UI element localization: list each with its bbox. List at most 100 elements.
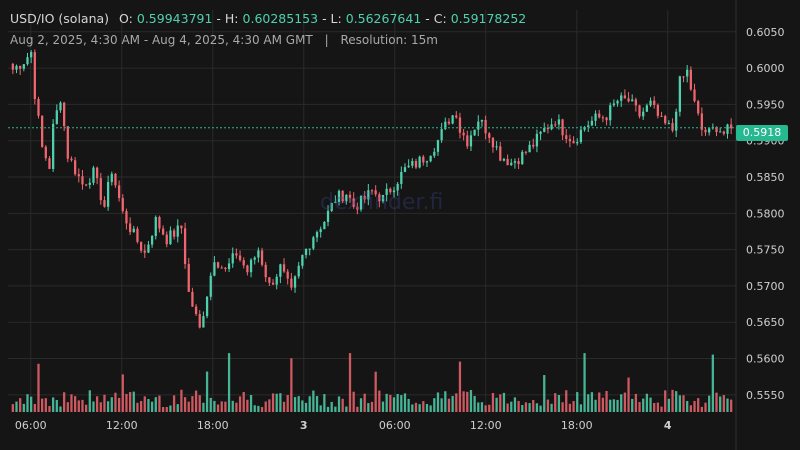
candle-body	[205, 296, 209, 317]
candle-body	[169, 230, 172, 245]
volume-bar	[279, 393, 282, 412]
candle-body	[543, 127, 546, 132]
y-tick-label: 0.5650	[746, 316, 785, 329]
volume-bar	[92, 401, 95, 412]
volume-bar	[469, 390, 473, 412]
volume-bar	[26, 394, 29, 412]
volume-bar	[543, 375, 546, 412]
volume-bar	[491, 393, 495, 412]
candle-body	[282, 264, 286, 272]
candle-body	[293, 276, 297, 288]
candle-body	[484, 119, 487, 134]
candle-body	[367, 190, 370, 200]
chart-header: USD/IO (solana) O: 0.59943791 - H: 0.602…	[10, 11, 527, 26]
volume-bar	[521, 404, 524, 412]
candle-body	[510, 162, 513, 166]
candle-body	[165, 234, 168, 245]
candle-body	[92, 167, 95, 183]
volume-bar	[436, 392, 440, 412]
candle-body	[708, 128, 711, 133]
volume-bar	[242, 392, 245, 412]
volume-bar	[447, 398, 451, 412]
ohlc-open-label: O:	[119, 11, 133, 26]
candle-body	[715, 126, 718, 133]
volume-bar	[271, 393, 275, 412]
candle-body	[128, 223, 132, 233]
volume-bar	[414, 402, 418, 412]
volume-bar	[374, 371, 377, 412]
candle-body	[638, 105, 641, 117]
candle-body	[631, 99, 634, 102]
volume-bar	[367, 403, 370, 412]
volume-bar	[594, 399, 597, 412]
candle-body	[103, 200, 106, 207]
candle-body	[117, 185, 121, 199]
candle-body	[359, 196, 363, 210]
volume-bar	[202, 402, 205, 412]
candle-body	[568, 139, 572, 142]
candle-body	[535, 133, 539, 147]
candle-body	[22, 64, 25, 69]
volume-bar	[686, 400, 689, 412]
candle-body	[649, 100, 652, 106]
header-separator: |	[324, 33, 329, 47]
candle-body	[440, 129, 443, 141]
volume-bar	[704, 402, 707, 412]
volume-bar	[546, 399, 550, 412]
candle-body	[623, 95, 627, 99]
volume-bar	[323, 394, 326, 412]
volume-bar	[392, 397, 396, 412]
candle-body	[26, 57, 29, 65]
volume-bar	[653, 402, 656, 412]
volume-bar	[264, 401, 267, 412]
candle-body	[213, 262, 216, 276]
candle-body	[667, 123, 670, 125]
candle-body	[645, 105, 649, 112]
candle-body	[176, 225, 179, 237]
candle-body	[370, 190, 374, 192]
volume-bar	[726, 398, 729, 412]
volume-bar	[154, 397, 157, 412]
volume-bar	[297, 396, 300, 412]
candle-body	[557, 119, 561, 125]
volume-bar	[400, 395, 403, 412]
volume-bar	[722, 395, 725, 412]
volume-bar	[176, 404, 179, 412]
volume-bar	[451, 395, 454, 412]
candle-body	[341, 190, 344, 202]
symbol-label: USD/IO (solana)	[10, 11, 110, 26]
volume-bar	[290, 358, 293, 412]
volume-bar	[341, 398, 344, 412]
volume-bar	[209, 397, 212, 412]
candle-body	[363, 196, 366, 200]
volume-bar	[249, 395, 253, 412]
volume-bar	[433, 398, 436, 412]
candle-body	[30, 52, 33, 58]
candle-body	[326, 210, 330, 222]
volume-bar	[19, 398, 22, 412]
volume-bar	[711, 354, 714, 412]
candle-body	[150, 235, 154, 245]
volume-bar	[389, 394, 392, 412]
x-tick-label: 12:00	[470, 419, 502, 432]
candle-body	[15, 65, 18, 70]
volume-bar	[667, 398, 670, 412]
candle-body	[378, 194, 381, 202]
candle-body	[304, 248, 308, 256]
volume-bar	[730, 399, 733, 412]
x-tick-label: 3	[300, 419, 308, 432]
volume-bar	[114, 392, 117, 412]
volume-bar	[55, 400, 58, 412]
candle-body	[161, 228, 165, 235]
volume-bar	[535, 403, 539, 412]
volume-bar	[631, 398, 634, 412]
candle-body	[598, 113, 601, 118]
volume-bar	[715, 392, 718, 412]
volume-bar	[235, 402, 238, 412]
candle-body	[88, 182, 91, 185]
volume-bar	[352, 391, 355, 412]
candle-body	[502, 158, 506, 161]
volume-bar	[143, 396, 146, 412]
